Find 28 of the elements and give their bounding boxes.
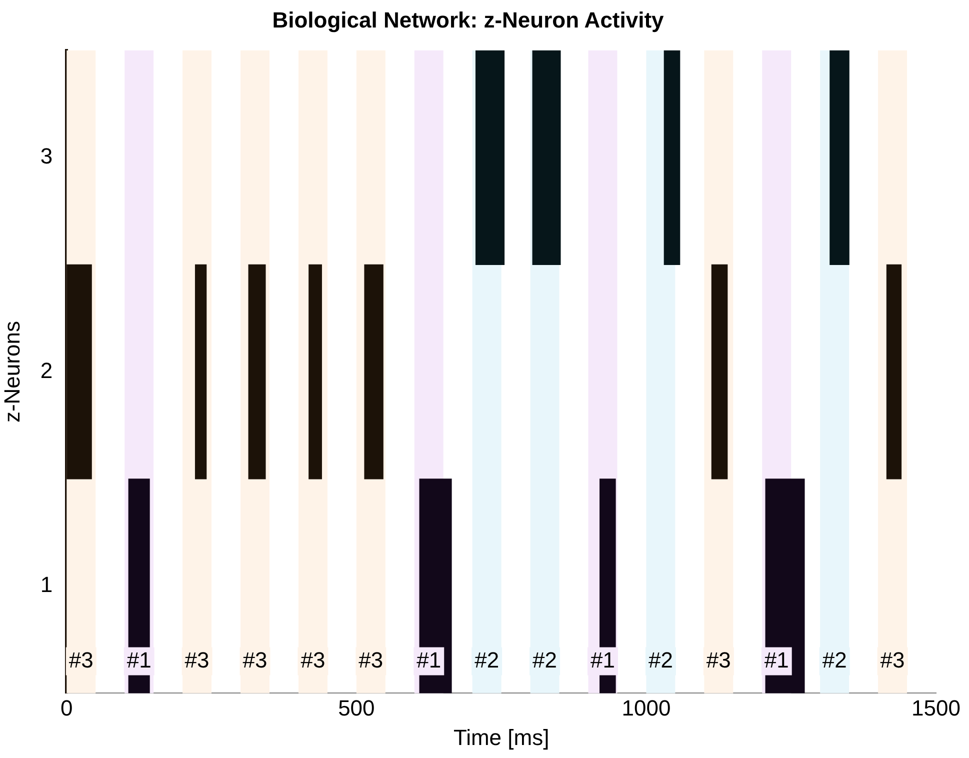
band-label: #3: [880, 647, 905, 672]
band-label: #2: [822, 647, 847, 672]
band-label: #1: [416, 647, 442, 672]
bar: [711, 264, 728, 480]
x-axis-title: Time [ms]: [453, 724, 550, 750]
band-label: #3: [706, 647, 731, 672]
y-tick-label: 3: [40, 144, 53, 169]
band-label: #3: [300, 647, 326, 672]
bar: [886, 264, 902, 480]
band-label: #3: [68, 647, 94, 672]
y-axis-title: z-Neurons: [0, 321, 24, 423]
band-label: #1: [590, 647, 615, 672]
band-label: #1: [764, 647, 789, 672]
band-label: #2: [648, 647, 673, 672]
band-label: #2: [474, 647, 500, 672]
band-label: #3: [184, 647, 210, 672]
x-tick-label: 500: [338, 695, 375, 720]
x-tick-label: 1000: [622, 695, 671, 720]
y-tick-label: 2: [40, 358, 53, 383]
band-label: #2: [532, 647, 558, 672]
band-label: #3: [242, 647, 268, 672]
band-label: #3: [358, 647, 384, 672]
y-tick-label: 1: [40, 572, 53, 598]
bar: [364, 264, 384, 480]
band-label: #1: [126, 647, 152, 672]
chart-title: Biological Network: z-Neuron Activity: [272, 7, 665, 32]
x-tick-label: 1500: [912, 695, 960, 720]
x-tick-label: 0: [60, 695, 73, 720]
